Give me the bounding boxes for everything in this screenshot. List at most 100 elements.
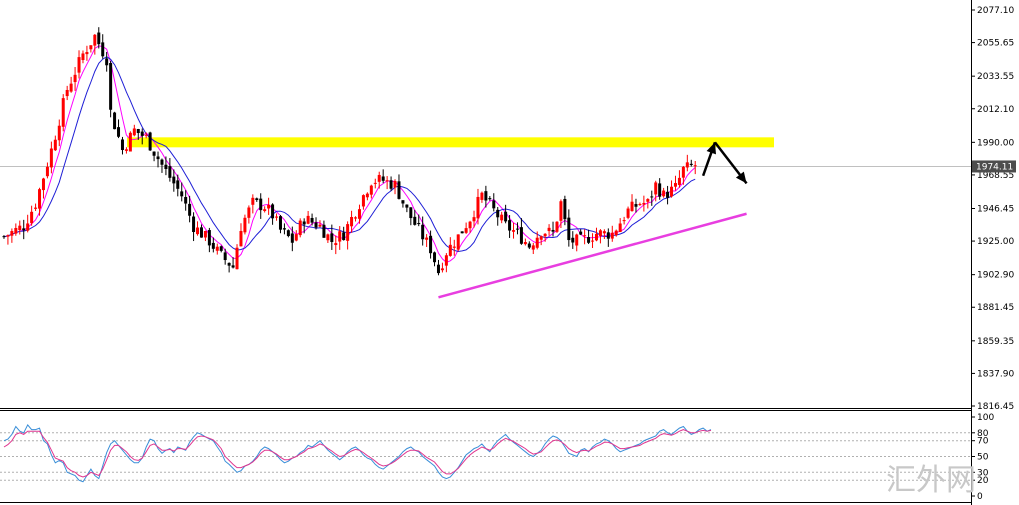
moving-average-line-2 <box>3 56 696 253</box>
candle-body <box>488 198 492 200</box>
candle-body <box>203 231 207 238</box>
candle-body <box>575 234 579 246</box>
candle <box>89 45 93 53</box>
oscillator-tick-label: 0 <box>977 492 983 502</box>
candle-body <box>598 230 602 236</box>
candle <box>203 230 207 242</box>
candle-body <box>294 234 298 241</box>
candle <box>440 262 444 273</box>
candle <box>128 131 132 152</box>
candle-body <box>101 42 105 57</box>
current-price-tag: 1974.11 <box>972 160 1016 173</box>
candle-body <box>381 176 385 181</box>
candle-body <box>504 211 508 222</box>
candle-body <box>180 191 184 197</box>
price-axis-tick: 2077.10 <box>971 6 1014 16</box>
candle-body <box>369 185 373 195</box>
candle <box>508 215 512 238</box>
candle-body <box>429 235 433 254</box>
candle-body <box>523 242 527 245</box>
oscillator-line-1 <box>3 423 712 483</box>
candle <box>618 218 622 233</box>
price-axis-tick: 1881.45 <box>971 303 1014 313</box>
oscillator-panel <box>0 423 971 483</box>
price-tick-label: 1881.45 <box>977 303 1014 313</box>
candle-body <box>113 112 117 130</box>
candle-body <box>689 163 693 165</box>
candle <box>444 253 448 273</box>
candle <box>492 193 496 212</box>
price-axis-tick: 2012.10 <box>971 105 1014 115</box>
projection-arrow-1 <box>701 141 717 177</box>
candle <box>587 229 591 245</box>
candle-body <box>673 183 677 187</box>
candle <box>670 180 674 198</box>
candle <box>531 242 535 255</box>
candle-body <box>413 216 417 225</box>
candle <box>69 76 73 93</box>
candle-body <box>670 186 674 197</box>
candle <box>630 194 634 212</box>
candle <box>634 198 638 213</box>
candle <box>389 176 393 191</box>
candle <box>184 190 188 211</box>
candle-body <box>286 230 290 237</box>
candle-body <box>377 174 381 182</box>
candle <box>176 174 180 197</box>
candle-body <box>164 164 168 169</box>
candle-body <box>472 217 476 222</box>
candle-body <box>57 125 61 141</box>
candle <box>18 220 22 235</box>
candle-body <box>539 236 543 240</box>
price-axis-tick: 1816.45 <box>971 402 1014 412</box>
candle-body <box>535 237 539 248</box>
oscillator-axis-tick: 50 <box>971 453 989 463</box>
candle <box>638 202 642 206</box>
candle <box>472 210 476 228</box>
candle-body <box>677 177 681 185</box>
candle-body <box>326 234 330 241</box>
price-tick-label: 1990.00 <box>977 138 1014 148</box>
candle <box>251 194 255 214</box>
candle-body <box>444 255 448 266</box>
candle-body <box>512 230 516 232</box>
candle <box>85 45 89 61</box>
candle-body <box>350 216 354 227</box>
candle <box>290 226 294 252</box>
current-price-tag-box <box>972 160 1016 173</box>
candle <box>223 248 227 265</box>
candle-body <box>425 237 429 240</box>
candle <box>314 217 318 230</box>
candle-body <box>314 222 318 228</box>
candle-body <box>219 246 223 251</box>
candle-body <box>132 128 136 136</box>
candle-body <box>176 180 180 189</box>
candle <box>689 159 693 167</box>
candle-body <box>594 233 598 241</box>
candle-body <box>681 166 685 178</box>
candle <box>504 204 508 224</box>
candle <box>168 158 172 182</box>
candle-body <box>2 236 6 238</box>
candle-body <box>69 83 73 92</box>
candle-body <box>563 198 567 220</box>
candle <box>436 259 440 276</box>
candle-body <box>275 216 279 218</box>
candle <box>413 209 417 226</box>
candle <box>496 206 500 226</box>
watermark-text: 汇外网 <box>886 463 976 498</box>
candle-body <box>302 221 306 225</box>
projection-arrow-head <box>735 171 747 184</box>
candle <box>350 210 354 233</box>
candle <box>81 50 85 64</box>
candle <box>425 234 429 247</box>
price-tick-label: 1946.45 <box>977 204 1014 214</box>
candle <box>97 27 101 49</box>
candle-body <box>10 231 14 236</box>
price-axis-tick: 1925.00 <box>971 237 1014 247</box>
candle <box>211 237 215 253</box>
candle-body <box>14 227 18 234</box>
candle <box>160 158 164 173</box>
price-panel <box>0 27 971 299</box>
candle <box>278 215 282 234</box>
